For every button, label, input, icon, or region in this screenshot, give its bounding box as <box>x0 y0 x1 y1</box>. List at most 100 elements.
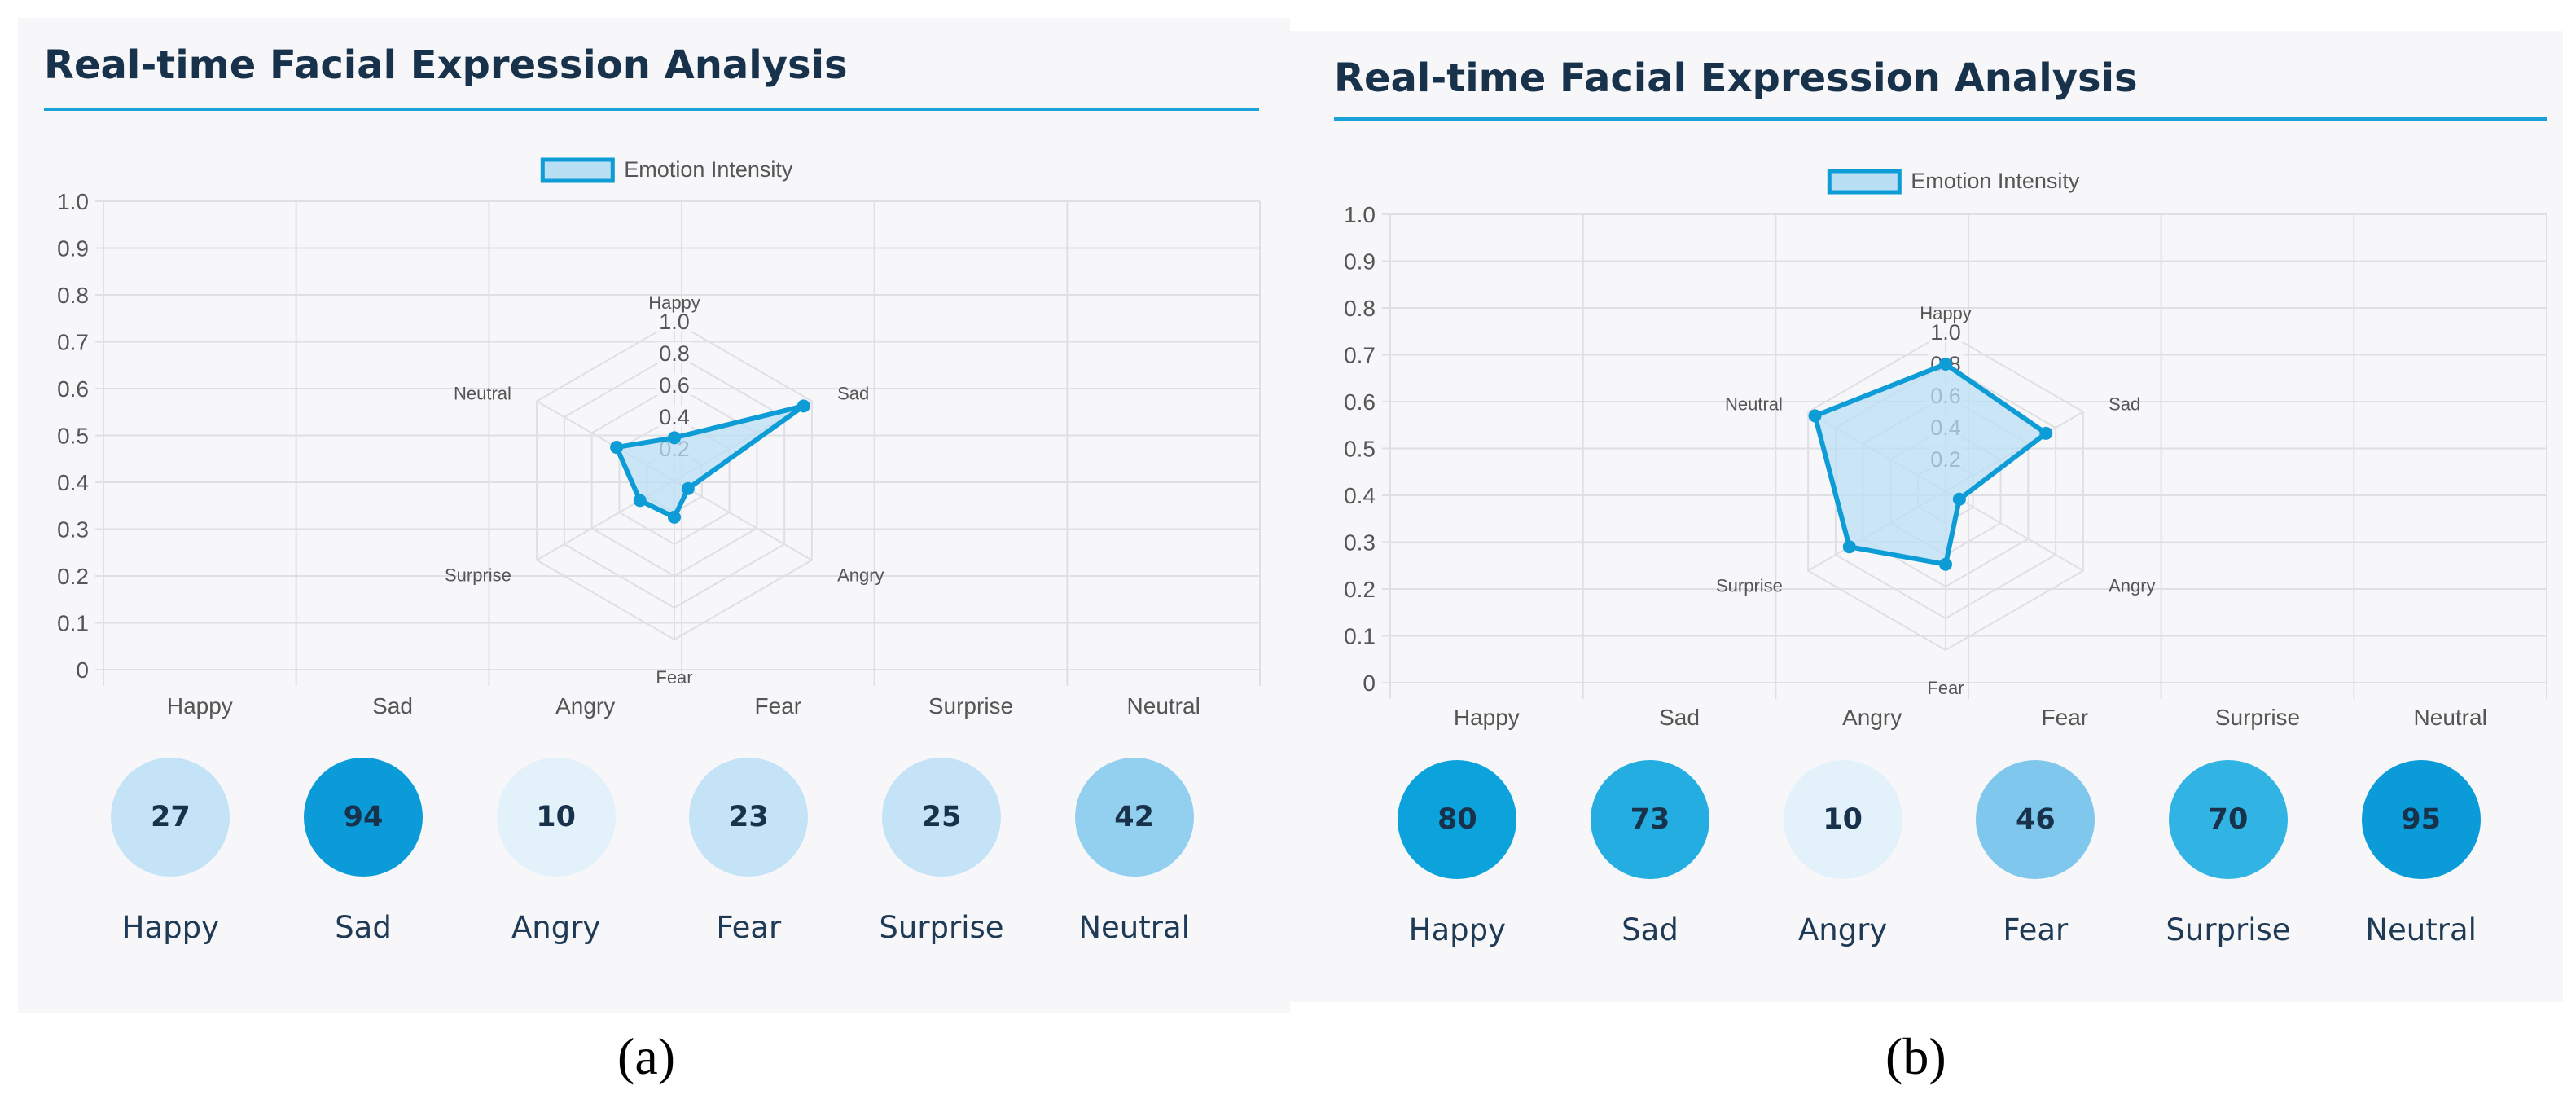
radar-spoke <box>674 480 813 561</box>
x-tick-label: Sad <box>372 693 413 719</box>
y-tick-label: 0.7 <box>57 330 89 355</box>
emotion-value-circle: 10 <box>1783 760 1902 879</box>
emotion-label: Sad <box>1622 912 1679 947</box>
radar-point-label: Surprise <box>445 565 511 586</box>
legend-label: Emotion Intensity <box>1911 169 2080 193</box>
emotion-label: Fear <box>716 910 782 945</box>
panel-title: Real-time Facial Expression Analysis <box>44 42 848 88</box>
panel-a: Real-time Facial Expression Analysis Emo… <box>18 18 1290 1013</box>
emotion-value-circle: 95 <box>2361 760 2481 879</box>
radar-data-point <box>668 510 681 524</box>
radial-tick-label: 0.6 <box>659 373 690 398</box>
radar-point-label: Sad <box>837 384 869 404</box>
radial-tick-bg <box>656 406 692 427</box>
emotion-label: Fear <box>2003 912 2069 947</box>
y-tick-label: 0.5 <box>1344 437 1376 462</box>
emotion-value-circle: 70 <box>2169 760 2288 879</box>
title-divider <box>1334 117 2547 121</box>
y-tick-label: 0.2 <box>57 564 89 589</box>
x-tick-label: Fear <box>755 693 802 719</box>
radial-tick-label: 1.0 <box>1930 320 1961 345</box>
legend-swatch <box>1827 169 1902 195</box>
radar-point-label: Fear <box>1927 678 1964 698</box>
y-tick-label: 0.6 <box>1344 389 1376 415</box>
radial-tick-label: 0.8 <box>659 341 690 366</box>
emotion-value-circle: 80 <box>1398 760 1517 879</box>
x-tick-label: Neutral <box>1127 693 1200 719</box>
emotion-value-circle: 46 <box>1976 760 2095 879</box>
y-tick-label: 0.2 <box>1344 577 1376 602</box>
caption-a: (a) <box>617 1027 676 1085</box>
radar-data-point <box>1952 492 1966 506</box>
y-tick-label: 0.1 <box>1344 624 1376 649</box>
emotion-radar-chart: Emotion Intensity 0 0.1 0.2 0.3 0.4 0.5 0.6 0.7 0… <box>57 157 1261 719</box>
y-tick-label: 0.3 <box>1344 530 1376 556</box>
y-tick-label: 0.6 <box>57 376 89 402</box>
radar-data-point <box>610 441 624 455</box>
emotion-label: Angry <box>1797 912 1888 947</box>
x-tick-label: Surprise <box>928 693 1013 719</box>
radar-point-label: Neutral <box>454 384 511 404</box>
emotion-value-circle: 27 <box>111 758 230 877</box>
x-tick-label: Happy <box>167 693 233 719</box>
radial-tick-bg <box>656 374 692 395</box>
emotion-value-circle: 25 <box>882 758 1001 877</box>
emotion-label: Happy <box>1408 912 1507 947</box>
x-tick-label: Neutral <box>2414 705 2487 730</box>
radial-tick-bg <box>656 310 692 332</box>
y-tick-label: 0.7 <box>1344 343 1376 368</box>
caption-b: (b) <box>1885 1027 1946 1085</box>
radar-data-point <box>681 481 695 495</box>
radial-tick-bg <box>1928 321 1964 342</box>
y-tick-label: 0.9 <box>57 236 89 262</box>
radar-data-point <box>1939 358 1952 371</box>
radar-point-label: Angry <box>837 565 884 586</box>
y-tick-label: 0.1 <box>57 611 89 636</box>
emotion-value-circle: 94 <box>304 758 423 877</box>
emotion-label: Neutral <box>2365 912 2477 947</box>
emotion-label: Neutral <box>1078 910 1190 945</box>
x-tick-label: Angry <box>555 693 615 719</box>
radial-tick-label: 0.4 <box>659 405 690 429</box>
radar-spoke <box>1945 490 2084 572</box>
legend-swatch <box>540 157 615 183</box>
emotion-label: Surprise <box>2166 912 2291 947</box>
radar-data-point <box>1842 540 1856 554</box>
y-tick-label: 0.3 <box>57 517 89 543</box>
x-tick-label: Angry <box>1842 705 1902 730</box>
radar-data-point <box>668 431 681 445</box>
radar-point-label: Surprise <box>1716 576 1783 596</box>
radar-data-point <box>633 494 647 508</box>
radar-data-point <box>2039 426 2053 440</box>
x-tick-label: Fear <box>2042 705 2089 730</box>
panel-title: Real-time Facial Expression Analysis <box>1334 55 2138 101</box>
panel-b: Real-time Facial Expression Analysis Emo… <box>1288 31 2563 1002</box>
y-tick-label: 0.4 <box>57 470 89 495</box>
emotion-value-circle: 23 <box>689 758 809 877</box>
radar-point-label: Angry <box>2109 576 2155 596</box>
legend-label: Emotion Intensity <box>624 157 793 182</box>
y-tick-label: 0 <box>76 657 89 683</box>
emotion-label: Happy <box>121 910 220 945</box>
y-tick-label: 0.8 <box>57 283 89 308</box>
y-tick-label: 0.8 <box>1344 296 1376 321</box>
radar-point-label: Happy <box>648 292 700 313</box>
radial-tick-bg <box>656 342 692 363</box>
emotion-radar-chart: Emotion Intensity 0 0.1 0.2 0.3 0.4 0.5 0.6 0.7 0… <box>1344 169 2547 730</box>
emotion-value-circle: 10 <box>496 758 616 877</box>
radial-tick-label: 1.0 <box>659 310 690 334</box>
y-tick-label: 0 <box>1363 670 1376 696</box>
y-tick-label: 0.4 <box>1344 483 1376 508</box>
y-tick-label: 1.0 <box>57 189 89 214</box>
title-divider <box>44 108 1259 111</box>
radar-data-point <box>796 399 810 413</box>
y-tick-label: 0.5 <box>57 424 89 449</box>
radar-point-label: Neutral <box>1725 394 1783 415</box>
emotion-value-circle: 73 <box>1591 760 1709 879</box>
radar-point-label: Fear <box>656 667 692 688</box>
y-tick-label: 0.9 <box>1344 249 1376 275</box>
y-tick-label: 1.0 <box>1344 202 1376 227</box>
radar-point-label: Happy <box>1920 303 1972 323</box>
radar-point-label: Sad <box>2109 394 2140 415</box>
emotion-value-circle: 42 <box>1074 758 1194 877</box>
